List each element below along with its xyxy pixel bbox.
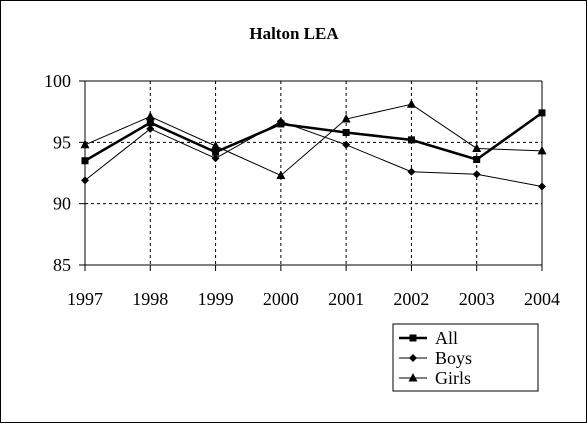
x-tick-label: 2002 [393,289,429,309]
data-point-girls [537,145,547,155]
y-tick-label: 100 [44,71,71,91]
data-point-girls [406,99,416,108]
x-tick-label: 1997 [67,289,103,309]
data-point-girls [145,111,155,121]
data-point-all [473,156,481,164]
legend-marker-boys [409,354,417,362]
data-point-boys [81,176,89,185]
data-point-all [146,119,154,127]
data-point-girls [211,141,221,150]
x-tick-label: 1998 [132,289,168,309]
y-tick-label: 85 [53,255,71,275]
x-tick-label: 2001 [328,289,364,309]
legend-item-boys: Boys [399,348,472,368]
data-point-boys [472,170,481,179]
y-tick-label: 90 [53,194,71,214]
data-point-all [538,109,546,117]
data-point-all [342,129,350,137]
grid-layer [85,80,542,265]
data-point-girls [80,139,90,149]
data-point-girls [472,143,482,152]
series-boys [81,117,546,191]
data-point-boys [407,167,416,176]
series-line-all [84,111,543,162]
legend-label-all: All [435,328,458,348]
legend-item-girls: Girls [399,368,471,388]
axis-layer: 85 90 95 100 1997 1998 1999 2000 2001 2002 2003 200… [44,71,560,309]
legend-label-boys: Boys [435,348,472,368]
series-layer [80,99,547,191]
data-point-boys [538,182,546,191]
series-girls [80,99,547,179]
x-tick-label: 2004 [524,289,560,309]
data-point-all [407,136,415,144]
chart-title: Halton LEA [249,24,339,43]
data-point-boys [342,140,351,149]
series-line-girls [84,103,543,177]
x-tick-label: 2003 [459,289,495,309]
legend-label-girls: Girls [435,368,471,388]
data-point-girls [276,170,286,179]
legend-marker-all [409,334,417,342]
legend-item-all: All [399,328,458,348]
y-tick-label: 95 [53,132,71,152]
data-point-all [81,157,89,165]
data-point-boys [146,124,155,133]
x-tick-label: 1999 [198,289,234,309]
data-point-girls [341,114,351,123]
data-point-boys [211,154,220,163]
series-line-boys [84,120,543,187]
data-point-all [212,148,220,156]
data-point-boys [276,117,285,126]
legend-marker-girls [408,373,418,382]
x-tick-label: 2000 [263,289,299,309]
